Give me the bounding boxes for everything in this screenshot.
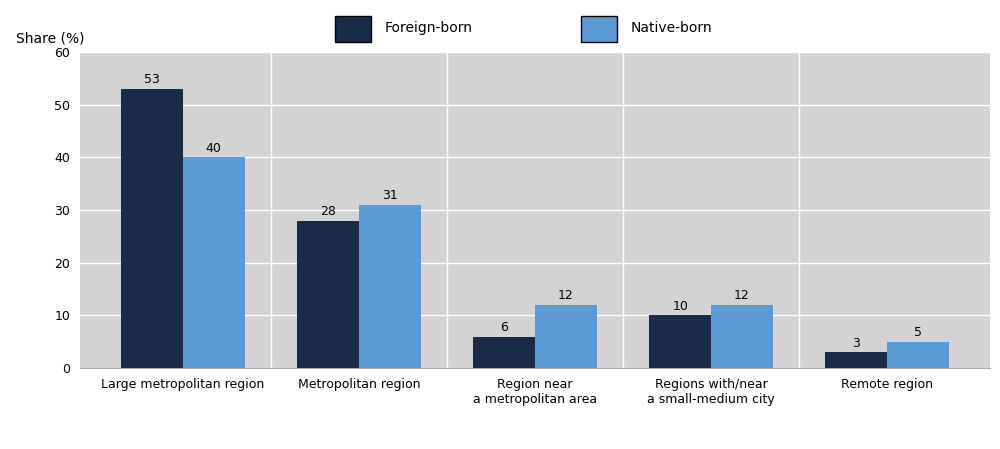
Bar — [711, 305, 773, 368]
Bar — [297, 220, 359, 368]
Text: 40: 40 — [206, 141, 222, 154]
Text: 6: 6 — [500, 321, 508, 334]
Bar — [359, 205, 421, 368]
Text: Native-born: Native-born — [631, 21, 712, 35]
Text: 10: 10 — [672, 300, 688, 313]
Bar — [121, 89, 183, 368]
FancyBboxPatch shape — [580, 16, 617, 42]
Bar — [535, 305, 597, 368]
Bar — [825, 352, 887, 368]
Text: 5: 5 — [914, 326, 922, 339]
FancyBboxPatch shape — [335, 16, 371, 42]
Text: 53: 53 — [144, 73, 160, 86]
Text: 31: 31 — [382, 189, 398, 202]
Text: 12: 12 — [558, 289, 574, 302]
Bar — [183, 157, 245, 368]
Bar — [887, 342, 949, 368]
Bar — [473, 337, 535, 368]
Bar — [649, 316, 711, 368]
Text: 28: 28 — [320, 205, 336, 218]
Text: 3: 3 — [852, 337, 860, 350]
Text: 12: 12 — [734, 289, 750, 302]
Text: Foreign-born: Foreign-born — [385, 21, 473, 35]
Y-axis label: Share (%): Share (%) — [16, 31, 85, 45]
